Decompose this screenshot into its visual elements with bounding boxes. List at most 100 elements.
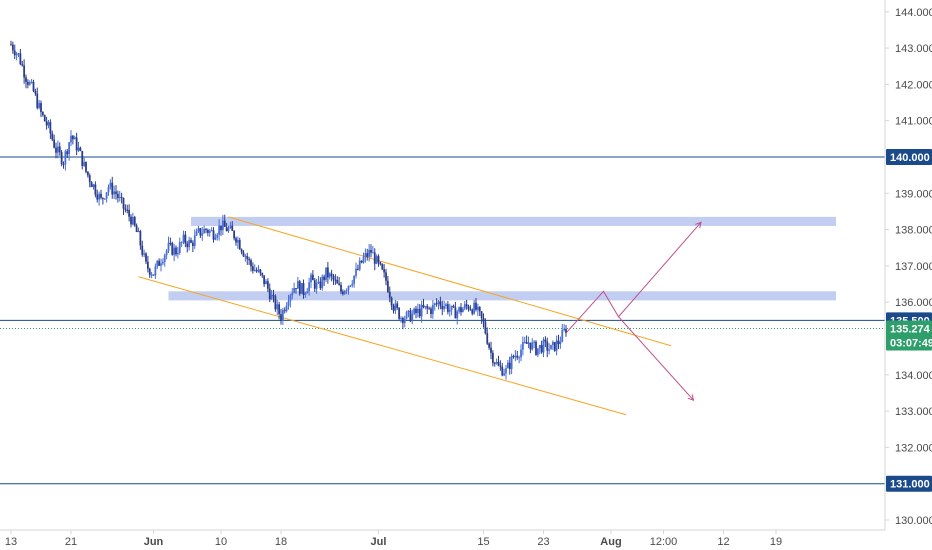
candle-body [73,137,76,140]
candle-body [233,230,236,239]
candle-body [176,252,179,255]
candle-body [122,197,125,209]
candle-body [508,362,511,369]
time-tick-label: 18 [275,536,287,548]
candle-body [15,53,18,56]
candle-body [23,65,26,78]
candle-body [165,250,168,256]
candle-body [308,282,311,292]
candle-body [375,256,378,264]
candle-body [450,305,453,310]
candle-body [313,280,316,289]
candle-body [553,342,556,351]
candle-body [315,282,318,289]
candle-body [446,304,449,312]
candle-body [413,308,416,314]
candle-body [250,260,252,267]
candle-body [81,150,84,166]
candle-body [251,266,254,271]
candle-body [143,253,146,255]
candle-body [49,122,52,134]
candle-body [131,217,134,225]
candle-body [90,182,93,188]
candle-body [458,307,461,312]
candle-body [386,280,389,292]
candle-body [96,194,99,200]
candle-body [203,229,206,234]
candle-body [266,281,269,289]
candle-body [482,318,485,322]
candle-body [145,253,147,262]
projection-bullish-path [565,222,702,334]
price-tick-label: 132.000 [895,442,932,454]
candle-body [319,281,322,289]
candle-body [433,303,436,305]
candle-body [529,342,532,350]
candle-body [206,230,209,233]
candle-body [188,240,191,248]
projection-bearish-path [618,316,694,401]
candle-body [480,311,483,319]
candle-body [216,234,219,238]
candle-body [497,361,500,366]
candle-body [32,81,35,92]
channel-upper-line [228,216,672,347]
candle-body [510,356,513,369]
candle-body [405,311,408,319]
time-tick-label: 15 [477,536,489,548]
candle-body [205,229,207,231]
candle-body [274,296,277,310]
candle-body [491,352,494,363]
candle-body [437,301,440,304]
candle-body [321,276,324,289]
candle-body [161,261,164,264]
candle-body [210,230,213,232]
candle-body [242,252,245,257]
candle-body [137,231,140,233]
candle-body [340,284,342,292]
candle-body [525,341,528,344]
candle-body [83,161,86,166]
candle-body [148,268,151,275]
candle-body [28,82,31,85]
candle-body [445,304,447,307]
zones-layer [168,216,836,301]
candle-body [77,147,80,151]
price-tick-label: 143.000 [895,43,932,55]
candle-body [261,272,264,276]
candle-body [561,330,564,342]
candle-body [415,308,417,313]
candle-body [495,361,498,364]
time-axis[interactable]: 13 21 Jun 10 18 Jul 15 23 Aug 12:00 12 19 [0,529,885,548]
candle-body [349,285,352,287]
candle-body [396,303,399,308]
candle-body [518,357,521,359]
candle-body [40,103,42,113]
candle-body [34,91,37,94]
candle-body [540,345,543,353]
candle-body [182,234,185,243]
candle-body [326,267,329,278]
candle-body [197,228,200,232]
candle-body [366,253,369,257]
candle-body [527,342,530,344]
candle-body [240,249,243,253]
candle-body [328,273,331,278]
price-axis[interactable]: 144.000 143.000 142.000 141.000 139.000 138.0… [884,0,932,530]
candle-body [193,235,196,246]
levels-layer [0,156,885,485]
candle-body [227,227,230,232]
candle-body [214,237,217,240]
level-0-badge [886,149,932,165]
candle-body [381,264,384,270]
candle-body [19,53,22,65]
candle-body [456,311,459,319]
time-tick-label: 13 [5,536,17,548]
channel-layer [138,216,672,416]
candle-body [531,342,534,350]
candle-body [257,269,260,272]
time-tick-label: Jul [371,536,387,548]
candle-body [236,240,239,243]
